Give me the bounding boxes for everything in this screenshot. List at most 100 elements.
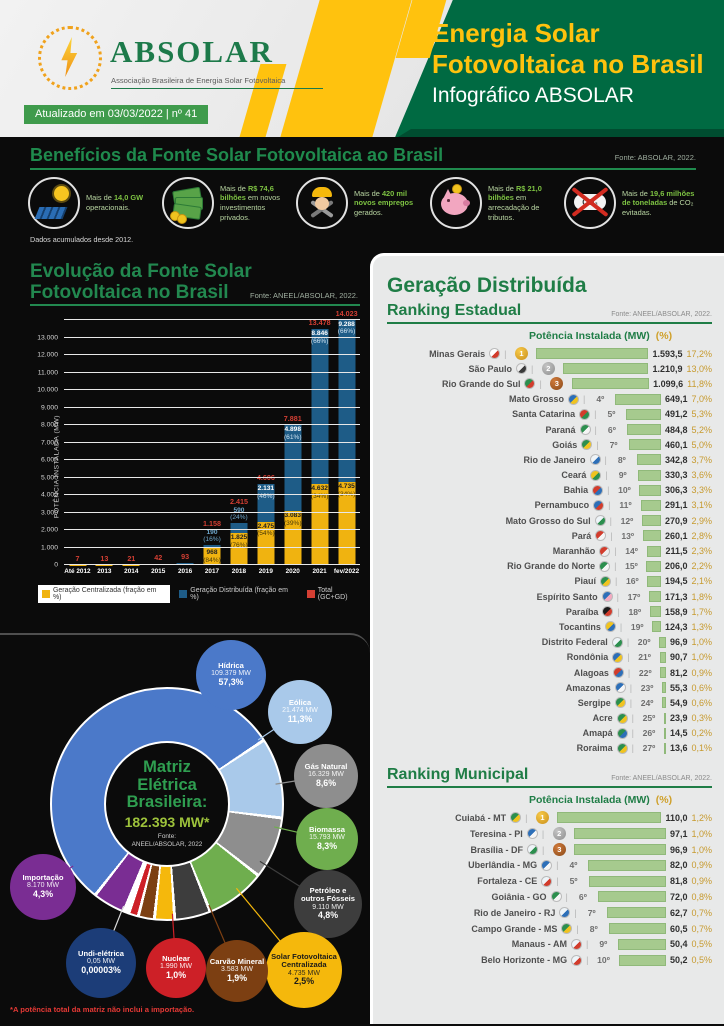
y-tick-label: 0 [54, 562, 58, 569]
value-bar [659, 637, 666, 648]
row-value: 1.099,6 [653, 379, 683, 389]
value-bar [642, 515, 661, 526]
separator: | [608, 500, 610, 510]
estadual-source: Fonte: ANEEL/ABSOLAR, 2022. [611, 311, 712, 320]
flag-icon [561, 923, 572, 934]
flag-icon [592, 485, 603, 496]
bubble-value: 16.329 MW [308, 771, 344, 779]
y-tick-label: 4.000 [41, 492, 58, 499]
row-name: São Paulo [387, 364, 512, 374]
gc-bar-segment: 3.083(39%) [284, 511, 301, 565]
x-tick-label: 2013 [91, 568, 118, 575]
bar-column: 1.825(76%)590(24%)2.415 [225, 315, 252, 565]
gd-bar-label: 4.898(61%) [278, 426, 307, 441]
flag-icon [595, 530, 606, 541]
gc-bar-label: 3.083(39%) [278, 512, 307, 527]
separator: | [542, 829, 544, 839]
rank-label: 18º [624, 607, 646, 617]
municipal-underline [387, 786, 712, 788]
value-bar [664, 743, 666, 754]
bar-column: 3.083(39%)4.898(61%)7.881 [279, 315, 306, 565]
x-tick-label: 2016 [172, 568, 199, 575]
separator: | [556, 876, 558, 886]
row-pct: 1,0% [691, 652, 712, 662]
bubble-pct: 1,0% [166, 971, 186, 981]
money-icon [162, 177, 214, 229]
row-pct: 5,2% [691, 425, 712, 435]
tagline-rule [111, 88, 323, 89]
row-pct: 0,3% [691, 713, 712, 723]
benefits-underline [30, 168, 696, 170]
y-tick-label: 12.000 [37, 352, 58, 359]
row-name: Belo Horizonte - MG [387, 955, 567, 965]
row-name: Campo Grande - MS [387, 924, 557, 934]
rank-label: 21º [634, 652, 656, 662]
x-tick-label: Até 2012 [64, 568, 91, 575]
rank-cell: 1 [510, 347, 532, 360]
yellow-stripe [280, 0, 411, 137]
bubble-label: Gás Natural [305, 763, 348, 772]
bubble-value: 3.583 MW [221, 966, 253, 974]
title-line1: Energia Solar [432, 18, 704, 49]
row-value: 484,8 [665, 425, 688, 435]
legend-item: Geração Distribuída (fração em %) [179, 587, 298, 601]
row-name: Alagoas [387, 668, 609, 678]
row-name: Sergipe [387, 698, 611, 708]
row-pct: 0,9% [691, 860, 712, 870]
value-bar [646, 561, 660, 572]
row-value: 60,5 [670, 924, 688, 934]
row-name: Rondônia [387, 652, 608, 662]
benefit-text: Mais de R$ 21,0 bilhões em arrecadação d… [488, 184, 564, 223]
bar-column: 4.632(34%)8.846(66%)13.478 [306, 315, 333, 565]
value-bar [615, 394, 661, 405]
bubble-label: Undi-elétrica [78, 950, 124, 959]
flag-icon [590, 454, 601, 465]
separator: | [576, 924, 578, 934]
separator: | [586, 939, 588, 949]
value-bar [598, 891, 666, 902]
gridline [64, 529, 360, 530]
rank-label: 9º [592, 939, 614, 949]
value-bar [536, 348, 648, 359]
rank-label: 12º [616, 516, 638, 526]
benefit-item: Mais de 420 mil novos empregos gerados. [296, 177, 430, 229]
bubble-label: Solar Fotovoltaica Centralizada [269, 953, 339, 970]
flag-icon [593, 500, 604, 511]
brand-tagline: Associação Brasileira de Energia Solar F… [111, 76, 285, 85]
gridline [64, 372, 360, 373]
row-value: 206,0 [665, 561, 688, 571]
row-pct: 2,8% [691, 531, 712, 541]
bubble-pct: 4,8% [318, 911, 338, 921]
y-tick-label: 5.000 [41, 474, 58, 481]
bubble-pct: 2,5% [294, 977, 314, 987]
value-bar [650, 606, 661, 617]
flag-icon [559, 907, 570, 918]
separator: | [542, 845, 544, 855]
row-value: 342,8 [665, 455, 688, 465]
benefits-source: Fonte: ABSOLAR, 2022. [615, 153, 696, 162]
row-pct: 2,9% [691, 516, 712, 526]
benefit-item: Mais de R$ 21,0 bilhões em arrecadação d… [430, 177, 564, 229]
